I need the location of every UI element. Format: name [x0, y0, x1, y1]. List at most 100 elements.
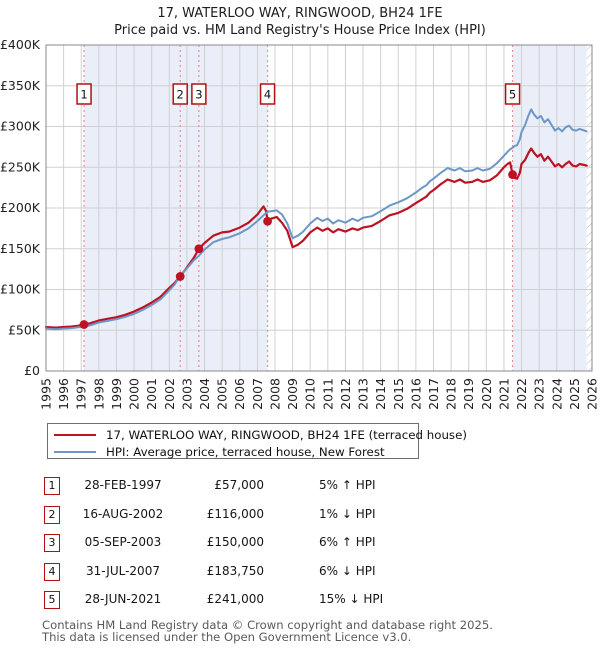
x-axis-tick-label-2008: 2008	[267, 378, 282, 410]
sale-number-badge: 1	[44, 477, 60, 495]
sale-hpi-delta: 5% ↑ HPI	[319, 478, 376, 492]
x-axis-tick-label-2009: 2009	[285, 378, 300, 410]
y-axis-tick-label: £50K	[8, 322, 41, 337]
sale-hpi-delta: 15% ↓ HPI	[319, 592, 384, 606]
sale-marker-box-2	[172, 83, 188, 105]
chart-title-line2: Price paid vs. HM Land Registry's House …	[114, 23, 486, 38]
property-price-line	[44, 147, 588, 329]
y-axis-tick-label: £100K	[0, 282, 41, 297]
x-axis-tick-label-1995: 1995	[39, 378, 54, 410]
sale-marker-number-1: 1	[80, 88, 87, 102]
x-axis-tick-label-1999: 1999	[109, 378, 124, 410]
y-axis-tick-label: £0	[24, 363, 40, 378]
x-axis-tick-label-2010: 2010	[303, 378, 318, 410]
price-history-chart: 1 2 3 4 5£0£50K£100K£150K£200K£250K£300K£350…	[0, 37, 600, 410]
hpi-average-line	[45, 108, 588, 331]
x-axis-tick-label-2002: 2002	[162, 378, 177, 410]
sale-row-5: 5 28-JUN-2021 £241,000 15% ↓ HPI	[44, 591, 564, 620]
sale-date: 31-JUL-2007	[86, 563, 160, 578]
y-axis-tick-label: £400K	[0, 37, 41, 52]
sale-price: £241,000	[206, 592, 264, 606]
x-axis-tick-label-2001: 2001	[144, 378, 159, 410]
sale-number-badge: 3	[44, 534, 60, 552]
sale-marker-number-3: 3	[195, 88, 202, 102]
legend-label-property: 17, WATERLOO WAY, RINGWOOD, BH24 1FE (te…	[106, 428, 467, 442]
x-axis-tick-label-2016: 2016	[408, 378, 423, 410]
x-axis-tick-label-1997: 1997	[74, 378, 89, 410]
sale-date: 28-JUN-2021	[84, 592, 162, 606]
legend-item-hpi: HPI: Average price, terraced house, New …	[54, 444, 418, 460]
x-axis-tick-label-2005: 2005	[215, 378, 230, 410]
sale-date: 05-SEP-2003	[84, 535, 162, 549]
x-axis-tick-label-2000: 2000	[127, 378, 142, 410]
x-axis-tick-label-1996: 1996	[56, 378, 71, 410]
x-axis-tick-label-2026: 2026	[585, 378, 600, 410]
sale-marker-number-5: 5	[509, 88, 516, 102]
sale-row-3: 3 05-SEP-2003 £150,000 6% ↑ HPI	[44, 534, 564, 563]
x-axis-tick-label-2011: 2011	[320, 378, 335, 410]
x-axis-tick-label-2003: 2003	[179, 378, 194, 410]
sale-row-2: 2 16-AUG-2002 £116,000 1% ↓ HPI	[44, 505, 564, 535]
x-axis-tick-label-2017: 2017	[426, 378, 441, 410]
x-axis-tick-label-2014: 2014	[373, 378, 388, 410]
x-axis-tick-label-2015: 2015	[391, 378, 406, 410]
x-axis-tick-label-1998: 1998	[91, 378, 106, 410]
x-axis-tick-label-2024: 2024	[549, 378, 564, 410]
sale-marker-number-4: 4	[264, 88, 271, 102]
x-axis-tick-label-2023: 2023	[532, 378, 547, 410]
sale-marker-dot-1	[79, 320, 89, 329]
chart-title: 17, WATERLOO WAY, RINGWOOD, BH24 1FE Pri…	[0, 5, 600, 39]
sale-marker-dot-4	[263, 216, 272, 226]
x-axis-tick-label-2012: 2012	[338, 378, 353, 410]
sale-hpi-delta: 6% ↑ HPI	[319, 535, 376, 549]
legend-label-hpi: HPI: Average price, terraced house, New …	[106, 445, 385, 459]
sale-number-badge: 4	[44, 562, 60, 581]
x-axis-tick-label-2018: 2018	[444, 378, 459, 410]
x-axis-tick-label-2022: 2022	[514, 378, 529, 410]
y-axis-tick-label: £150K	[0, 241, 41, 256]
x-axis-tick-label-2021: 2021	[496, 378, 511, 410]
sale-number-badge: 5	[44, 591, 60, 609]
sales-table: 1 28-FEB-1997 £57,000 5% ↑ HPI 2 16-AUG-2002 £…	[44, 477, 564, 620]
property-line-swatch	[54, 434, 96, 436]
sale-marker-number-2: 2	[177, 88, 184, 102]
sale-price: £116,000	[206, 506, 264, 521]
x-axis-tick-label-2007: 2007	[250, 378, 265, 410]
sale-price: £150,000	[206, 535, 264, 549]
y-axis-tick-label: £250K	[0, 159, 41, 174]
sale-row-4: 4 31-JUL-2007 £183,750 6% ↓ HPI	[44, 562, 564, 592]
footer-line2: This data is licensed under the Open Gov…	[42, 630, 412, 644]
sale-price: £57,000	[214, 478, 264, 492]
chart-legend: 17, WATERLOO WAY, RINGWOOD, BH24 1FE (te…	[47, 423, 467, 460]
license-footer: Contains HM Land Registry data © Crown c…	[42, 619, 582, 643]
plot-border	[45, 44, 593, 372]
sale-marker-box-5	[504, 83, 521, 105]
chart-title-line1: 17, WATERLOO WAY, RINGWOOD, BH24 1FE	[157, 6, 443, 21]
y-axis-tick-label: £300K	[0, 119, 41, 134]
sale-marker-dot-5	[508, 170, 517, 179]
x-axis-tick-label-2006: 2006	[232, 378, 247, 410]
x-axis-tick-label-2004: 2004	[197, 378, 212, 410]
hpi-line-swatch	[54, 451, 96, 453]
sale-marker-dot-3	[194, 244, 204, 254]
footer-line1: Contains HM Land Registry data © Crown c…	[42, 618, 493, 632]
y-axis-tick-label: £200K	[0, 200, 41, 215]
sale-hpi-delta: 6% ↓ HPI	[319, 563, 376, 578]
x-axis-tick-label-2020: 2020	[479, 378, 494, 410]
sale-price: £183,750	[206, 563, 264, 578]
sale-row-1: 1 28-FEB-1997 £57,000 5% ↑ HPI	[44, 477, 564, 506]
sale-number-badge: 2	[44, 505, 60, 524]
y-axis-tick-label: £350K	[0, 78, 41, 93]
sale-date: 28-FEB-1997	[84, 478, 162, 492]
sale-marker-box-3	[191, 83, 207, 105]
sale-marker-box-4	[259, 83, 276, 105]
sale-marker-dot-2	[175, 272, 185, 281]
x-axis-tick-label-2025: 2025	[567, 378, 582, 410]
x-axis-tick-label-2019: 2019	[461, 378, 476, 410]
sale-date: 16-AUG-2002	[82, 506, 164, 521]
sale-hpi-delta: 1% ↓ HPI	[319, 506, 376, 521]
x-axis-tick-label-2013: 2013	[356, 378, 371, 410]
sale-marker-box-1	[76, 83, 92, 105]
legend-item-property: 17, WATERLOO WAY, RINGWOOD, BH24 1FE (te…	[54, 427, 467, 443]
